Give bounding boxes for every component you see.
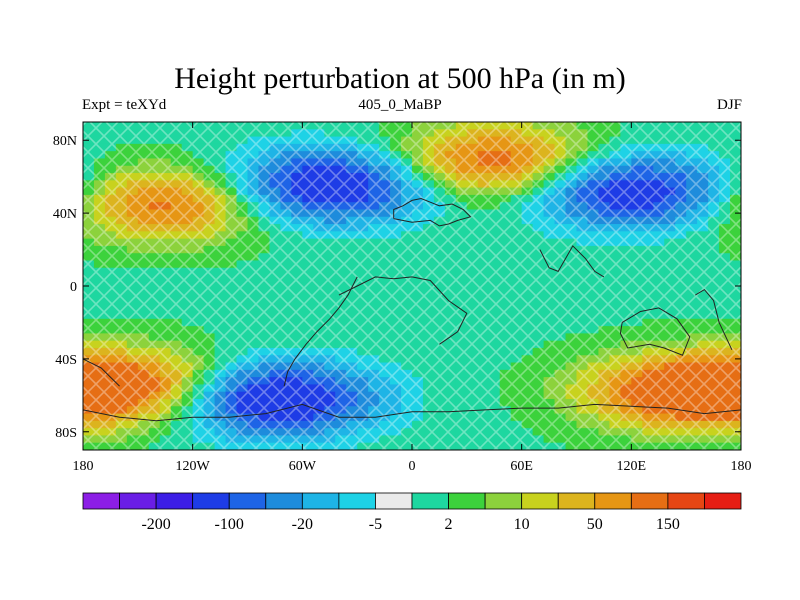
colorbar-swatch: [557, 492, 596, 510]
x-tick-label: 60E: [510, 459, 533, 474]
colorbar-swatch: [630, 492, 669, 510]
y-tick-label: 40S: [55, 353, 77, 368]
coastline-segment: [539, 245, 605, 278]
x-tick-label: 180: [731, 459, 752, 474]
coastlines: [83, 197, 741, 422]
coastline-segment: [695, 288, 733, 351]
colorbar-swatch: [228, 492, 267, 510]
y-tick-label: 0: [70, 280, 77, 295]
colorbar-swatch: [338, 492, 376, 510]
coastline-segment: [83, 403, 741, 422]
colorbar: -200 -100 -20 -5 2 10 50 150: [82, 492, 742, 533]
colorbar-swatch: [448, 492, 486, 510]
colorbar-swatch: [192, 492, 230, 510]
colorbar-label: 2: [445, 516, 453, 533]
colorbar-label: -20: [292, 516, 313, 533]
colorbar-swatch: [411, 492, 449, 510]
colorbar-swatch: [155, 492, 194, 510]
colorbar-label: -100: [215, 516, 244, 533]
x-tick-label: 180: [73, 459, 94, 474]
colorbar-swatch: [521, 492, 559, 510]
y-axis: 80N 40N 0 40S 80S: [53, 134, 741, 441]
x-tick-label: 120E: [617, 459, 647, 474]
colorbar-swatch: [484, 492, 523, 510]
season-label: DJF: [716, 97, 742, 113]
x-tick-label: 60W: [289, 459, 317, 474]
colorbar-swatch: [301, 492, 340, 510]
colorbar-swatch: [82, 492, 120, 510]
colorbar-swatch: [265, 492, 303, 510]
coastline-segment: [283, 276, 358, 387]
experiment-label: Expt = teXYd: [82, 97, 167, 113]
x-tick-label: 120W: [176, 459, 211, 474]
stipple-overlay: [83, 122, 741, 450]
x-tick-label: 0: [409, 459, 416, 474]
y-tick-label: 80S: [55, 426, 77, 441]
plot-title: Height perturbation at 500 hPa (in m): [174, 62, 626, 95]
y-tick-label: 80N: [53, 134, 77, 149]
colorbar-label: 50: [587, 516, 603, 533]
x-axis: 180 120W 60W 0 60E 120E 180: [73, 122, 752, 474]
period-label: 405_0_MaBP: [358, 97, 442, 113]
coastline-segment: [393, 197, 472, 227]
colorbar-label: 10: [514, 516, 530, 533]
coastline-segment: [83, 358, 120, 387]
coastline-segment: [338, 276, 468, 345]
colorbar-swatch: [704, 492, 742, 510]
colorbar-swatch: [119, 492, 157, 510]
colorbar-swatch: [594, 492, 632, 510]
colorbar-label: -200: [141, 516, 170, 533]
coastline-segment: [619, 307, 691, 356]
colorbar-swatch: [667, 492, 705, 510]
colorbar-label: -5: [369, 516, 382, 533]
y-tick-label: 40N: [53, 207, 77, 222]
colorbar-label: 150: [656, 516, 680, 533]
colorbar-swatch: [375, 492, 413, 510]
